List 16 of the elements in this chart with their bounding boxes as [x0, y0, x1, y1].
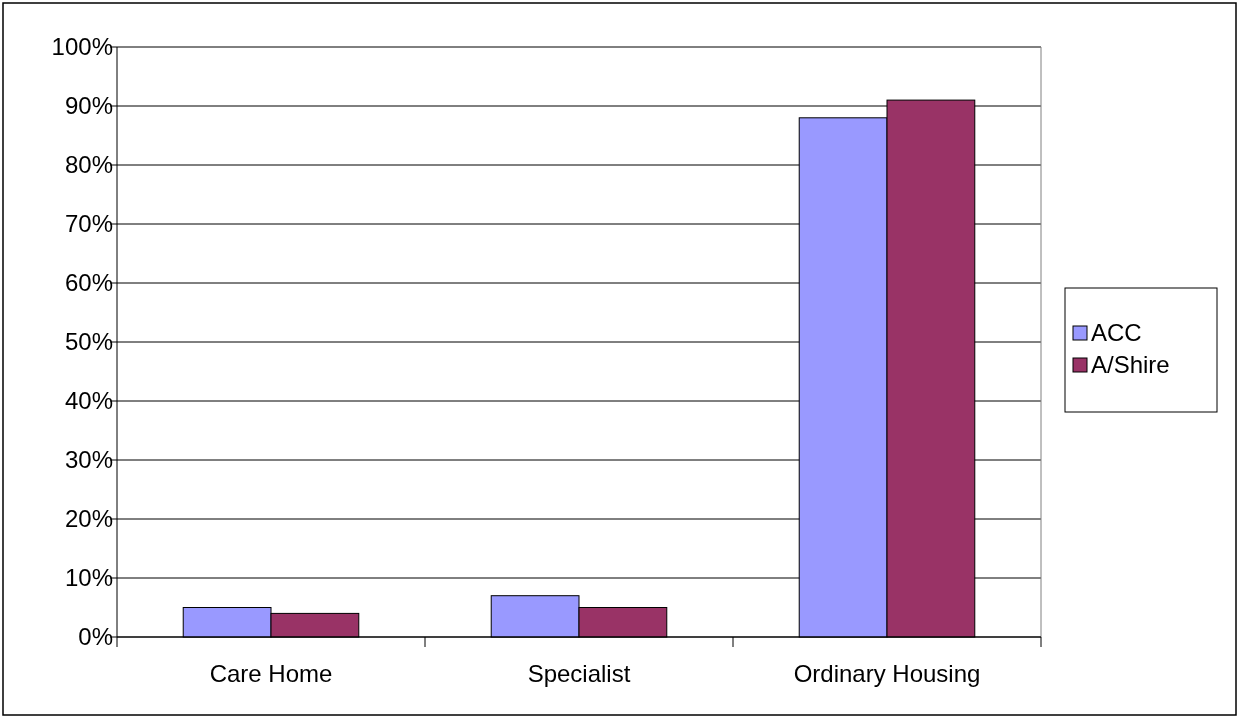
y-tick-label: 100% — [51, 33, 113, 61]
x-tick-label: Ordinary Housing — [793, 660, 981, 687]
y-tick-label: 80% — [64, 151, 113, 179]
y-tick-label: 70% — [64, 210, 113, 238]
legend-label: A/Shire — [1091, 351, 1170, 379]
y-tick-label: 50% — [64, 328, 113, 356]
y-tick-label: 10% — [64, 564, 113, 592]
legend-label: ACC — [1091, 319, 1142, 347]
y-tick-label: 0% — [78, 623, 113, 651]
y-tick-label: 90% — [64, 92, 113, 120]
x-tick-label: Specialist — [527, 660, 631, 687]
y-tick-label: 40% — [64, 387, 113, 415]
y-tick-label: 30% — [64, 446, 113, 474]
x-tick-label: Care Home — [209, 660, 333, 687]
y-tick-label: 60% — [64, 269, 113, 297]
y-tick-label: 20% — [64, 505, 113, 533]
